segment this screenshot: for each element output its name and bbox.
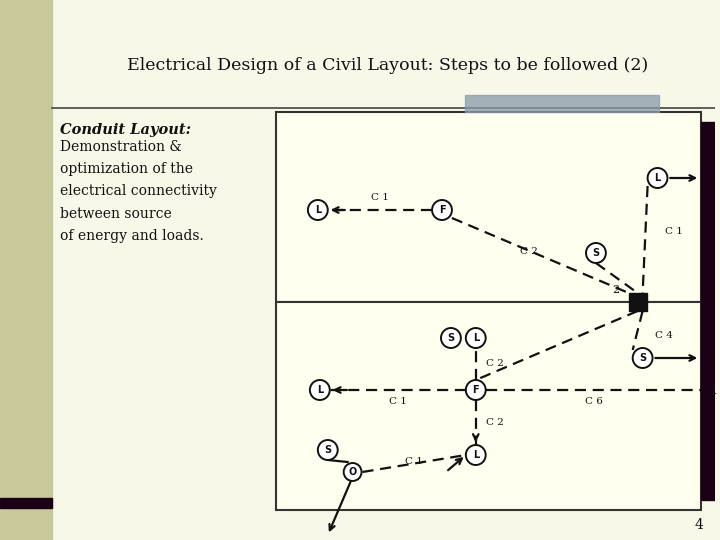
Text: C 2: C 2 xyxy=(520,246,538,255)
Text: 1: 1 xyxy=(709,383,717,396)
Text: C 1: C 1 xyxy=(405,457,423,467)
Text: Demonstration &
optimization of the
electrical connectivity
between source
of en: Demonstration & optimization of the elec… xyxy=(60,140,217,243)
Text: 2: 2 xyxy=(612,285,619,295)
Circle shape xyxy=(432,200,452,220)
Text: C 4: C 4 xyxy=(655,330,673,340)
Circle shape xyxy=(308,200,328,220)
Text: C 1: C 1 xyxy=(371,193,389,202)
Text: L: L xyxy=(472,333,479,343)
Text: S: S xyxy=(639,353,646,363)
Text: L: L xyxy=(317,385,323,395)
Circle shape xyxy=(343,463,361,481)
Text: F: F xyxy=(472,385,479,395)
Bar xyxy=(701,122,719,302)
Circle shape xyxy=(633,348,652,368)
Circle shape xyxy=(318,440,338,460)
Text: C 1: C 1 xyxy=(389,397,407,407)
Text: S: S xyxy=(593,248,600,258)
Text: O: O xyxy=(348,467,356,477)
Text: F: F xyxy=(438,205,445,215)
Bar xyxy=(276,112,701,302)
Bar xyxy=(0,498,52,508)
Text: 4: 4 xyxy=(695,518,703,532)
Text: L: L xyxy=(315,205,321,215)
Text: Electrical Design of a Civil Layout: Steps to be followed (2): Electrical Design of a Civil Layout: Ste… xyxy=(127,57,648,73)
Bar xyxy=(701,302,719,500)
Circle shape xyxy=(441,328,461,348)
Circle shape xyxy=(586,243,606,263)
Text: C 2: C 2 xyxy=(486,418,503,427)
Bar xyxy=(276,302,701,510)
Text: L: L xyxy=(654,173,661,183)
Text: Conduit Layout:: Conduit Layout: xyxy=(60,123,191,137)
Bar xyxy=(0,0,52,540)
Circle shape xyxy=(310,380,330,400)
Text: C 2: C 2 xyxy=(486,360,503,368)
Text: C 1: C 1 xyxy=(665,227,683,237)
Text: C 6: C 6 xyxy=(585,397,603,407)
Circle shape xyxy=(466,328,486,348)
Circle shape xyxy=(466,445,486,465)
Text: S: S xyxy=(324,445,331,455)
Bar xyxy=(465,95,659,112)
Circle shape xyxy=(647,168,667,188)
Text: L: L xyxy=(472,450,479,460)
Circle shape xyxy=(466,380,486,400)
Text: S: S xyxy=(447,333,454,343)
Bar xyxy=(629,293,647,311)
